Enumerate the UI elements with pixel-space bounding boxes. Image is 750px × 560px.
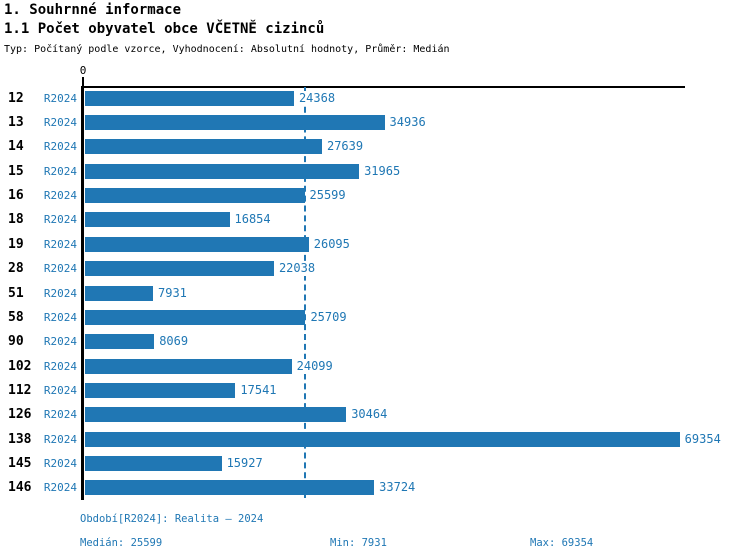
footer-min: Min: 7931: [330, 537, 387, 549]
row-series-label: R2024: [43, 262, 77, 276]
plot-rows: 12 R2024 24368 13 R2024 34936 14 R2024 27639 15 R2…: [0, 86, 750, 500]
row-series-label: R2024: [43, 481, 77, 495]
chart-row: 146 R2024 33724: [0, 476, 750, 500]
value-bar: [85, 115, 385, 131]
value-label: 7931: [156, 285, 189, 301]
chart-row: 28 R2024 22038: [0, 257, 750, 281]
y-axis-line: [81, 86, 84, 500]
value-label: 24099: [294, 358, 335, 374]
row-category-label: 58: [8, 309, 24, 325]
row-category-label: 146: [8, 480, 32, 496]
value-bar: [85, 431, 680, 447]
x-axis-line: [82, 86, 685, 88]
row-series-label: R2024: [43, 286, 77, 300]
chart-row: 138 R2024 69354: [0, 427, 750, 451]
row-series-label: R2024: [43, 310, 77, 324]
row-category-label: 51: [8, 285, 24, 301]
value-bar: [85, 212, 230, 228]
value-bar: [85, 188, 305, 204]
value-bar: [85, 90, 294, 106]
row-category-label: 18: [8, 212, 24, 228]
value-label: 25599: [307, 188, 348, 204]
x-axis-zero-label: 0: [79, 64, 87, 77]
footer-median: Medián: 25599: [80, 537, 163, 549]
value-label: 31965: [362, 163, 403, 179]
x-axis-zero-tick: [82, 77, 84, 86]
value-label: 16854: [232, 212, 273, 228]
footer-max: Max: 69354: [530, 537, 594, 549]
row-series-label: R2024: [43, 91, 77, 105]
row-series-label: R2024: [43, 432, 77, 446]
value-bar: [85, 407, 347, 423]
value-label: 26095: [311, 236, 352, 252]
value-label: 25709: [308, 309, 349, 325]
row-category-label: 15: [8, 163, 24, 179]
row-series-label: R2024: [43, 359, 77, 373]
chart-row: 112 R2024 17541: [0, 378, 750, 402]
chart-row: 102 R2024 24099: [0, 354, 750, 378]
value-label: 8069: [157, 334, 191, 350]
row-category-label: 16: [8, 188, 24, 204]
row-category-label: 13: [8, 115, 24, 131]
value-bar: [85, 285, 153, 301]
chart-row: 19 R2024 26095: [0, 232, 750, 256]
value-bar: [85, 358, 292, 374]
chart-row: 51 R2024 7931: [0, 281, 750, 305]
chart-row: 13 R2024 34936: [0, 110, 750, 134]
value-bar: [85, 309, 306, 325]
value-label: 34936: [387, 115, 428, 131]
median-reference-line: [303, 87, 306, 498]
chart-row: 18 R2024 16854: [0, 208, 750, 232]
value-label: 17541: [238, 383, 279, 398]
value-bar: [85, 334, 155, 350]
row-category-label: 102: [8, 358, 32, 374]
value-label: 27639: [324, 139, 366, 155]
row-category-label: 126: [8, 407, 32, 423]
chart-meta-line: Typ: Počítaný podle vzorce, Vyhodnocení:…: [4, 44, 450, 55]
value-label: 24368: [296, 90, 338, 106]
value-bar: [85, 456, 222, 472]
chart-title: 1.1 Počet obyvatel obce VČETNĚ cizinců: [4, 21, 325, 37]
row-category-label: 19: [8, 236, 24, 252]
chart-row: 58 R2024 25709: [0, 305, 750, 329]
value-bar: [85, 163, 360, 179]
chart-row: 14 R2024 27639: [0, 135, 750, 159]
value-bar: [85, 236, 309, 252]
row-category-label: 14: [8, 139, 24, 155]
row-category-label: 138: [8, 431, 32, 447]
row-category-label: 12: [8, 90, 24, 106]
value-label: 15927: [224, 456, 265, 472]
row-category-label: 28: [8, 261, 24, 277]
row-series-label: R2024: [43, 189, 77, 203]
value-label: 30464: [349, 407, 390, 423]
chart-row: 126 R2024 30464: [0, 403, 750, 427]
value-label: 22038: [276, 261, 318, 277]
chart-row: 90 R2024 8069: [0, 330, 750, 354]
chart-row: 145 R2024 15927: [0, 451, 750, 475]
row-category-label: 90: [8, 334, 24, 350]
row-category-label: 145: [8, 456, 32, 472]
row-series-label: R2024: [43, 457, 77, 471]
row-series-label: R2024: [43, 335, 77, 349]
value-bar: [85, 480, 375, 496]
chart-row: 12 R2024 24368: [0, 86, 750, 110]
value-label: 69354: [682, 431, 723, 447]
value-bar: [85, 383, 236, 398]
chart-row: 15 R2024 31965: [0, 159, 750, 183]
section-title: 1. Souhrnné informace: [4, 2, 182, 18]
row-series-label: R2024: [43, 140, 77, 154]
row-category-label: 112: [8, 382, 32, 398]
value-bar: [85, 261, 274, 277]
footer-period: Období[R2024]: Realita – 2024: [80, 513, 264, 525]
row-series-label: R2024: [43, 164, 77, 178]
row-series-label: R2024: [43, 116, 77, 130]
row-series-label: R2024: [43, 408, 77, 422]
row-series-label: R2024: [43, 213, 77, 227]
chart-row: 16 R2024 25599: [0, 183, 750, 207]
row-series-label: R2024: [43, 237, 77, 251]
value-bar: [85, 139, 322, 155]
value-label: 33724: [377, 480, 418, 496]
row-series-label: R2024: [43, 383, 77, 397]
